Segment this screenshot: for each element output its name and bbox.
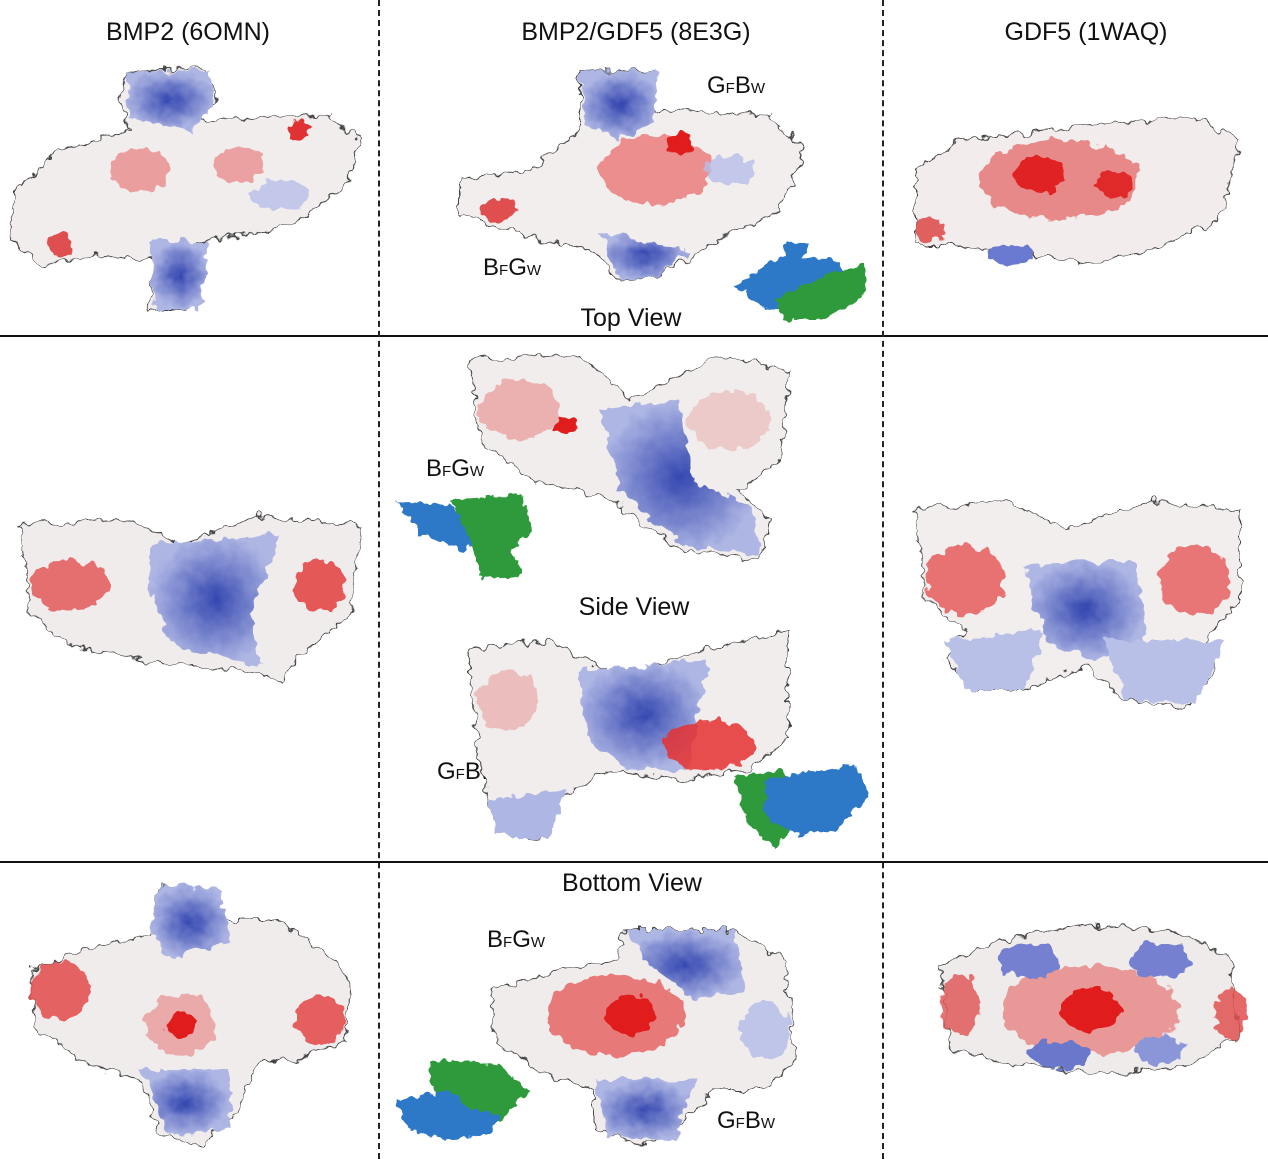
chain-cartoon-side-2 (735, 765, 870, 850)
row-divider-side-bottom (0, 861, 1268, 863)
column-divider-right (882, 0, 884, 1159)
row-divider-top-side (0, 335, 1268, 337)
column-title-bmp2-gdf5: BMP2/GDF5 (8E3G) (521, 18, 751, 46)
bmp2-side-view-surface (19, 514, 361, 681)
view-label-side: Side View (578, 593, 690, 621)
gdf5-side-view-surface (914, 499, 1241, 711)
chain-cartoon-side-1 (397, 495, 532, 580)
chain-cartoon-bottom (395, 1060, 530, 1140)
chain-label-bottom-gfbw: GFBW (717, 1107, 776, 1134)
bmp2-gdf5-top-view-surface (459, 69, 806, 281)
gdf5-bottom-view-surface (939, 924, 1245, 1076)
bmp2-gdf5-bottom-view-surface (489, 929, 796, 1146)
bmp2-top-view-surface (9, 67, 361, 311)
view-label-top: Top View (580, 304, 682, 332)
column-title-bmp2: BMP2 (6OMN) (106, 18, 270, 46)
chain-label-top-bfgw: BFGW (483, 254, 542, 281)
view-label-bottom: Bottom View (562, 869, 702, 897)
chain-label-top-gfbw: GFBW (707, 72, 766, 99)
column-title-gdf5: GDF5 (1WAQ) (1004, 18, 1168, 46)
bmp2-bottom-view-surface (29, 884, 351, 1146)
gdf5-top-view-surface (914, 114, 1241, 266)
bmp2-gdf5-side-view-surface-1 (469, 354, 791, 561)
column-divider-left (378, 0, 380, 1159)
chain-label-bottom-bfgw: BFGW (487, 926, 546, 953)
bmp2-gdf5-side-view-surface-2 (467, 629, 789, 841)
chain-label-side-bfgw: BFGW (426, 455, 485, 482)
chain-cartoon-top (735, 240, 865, 320)
